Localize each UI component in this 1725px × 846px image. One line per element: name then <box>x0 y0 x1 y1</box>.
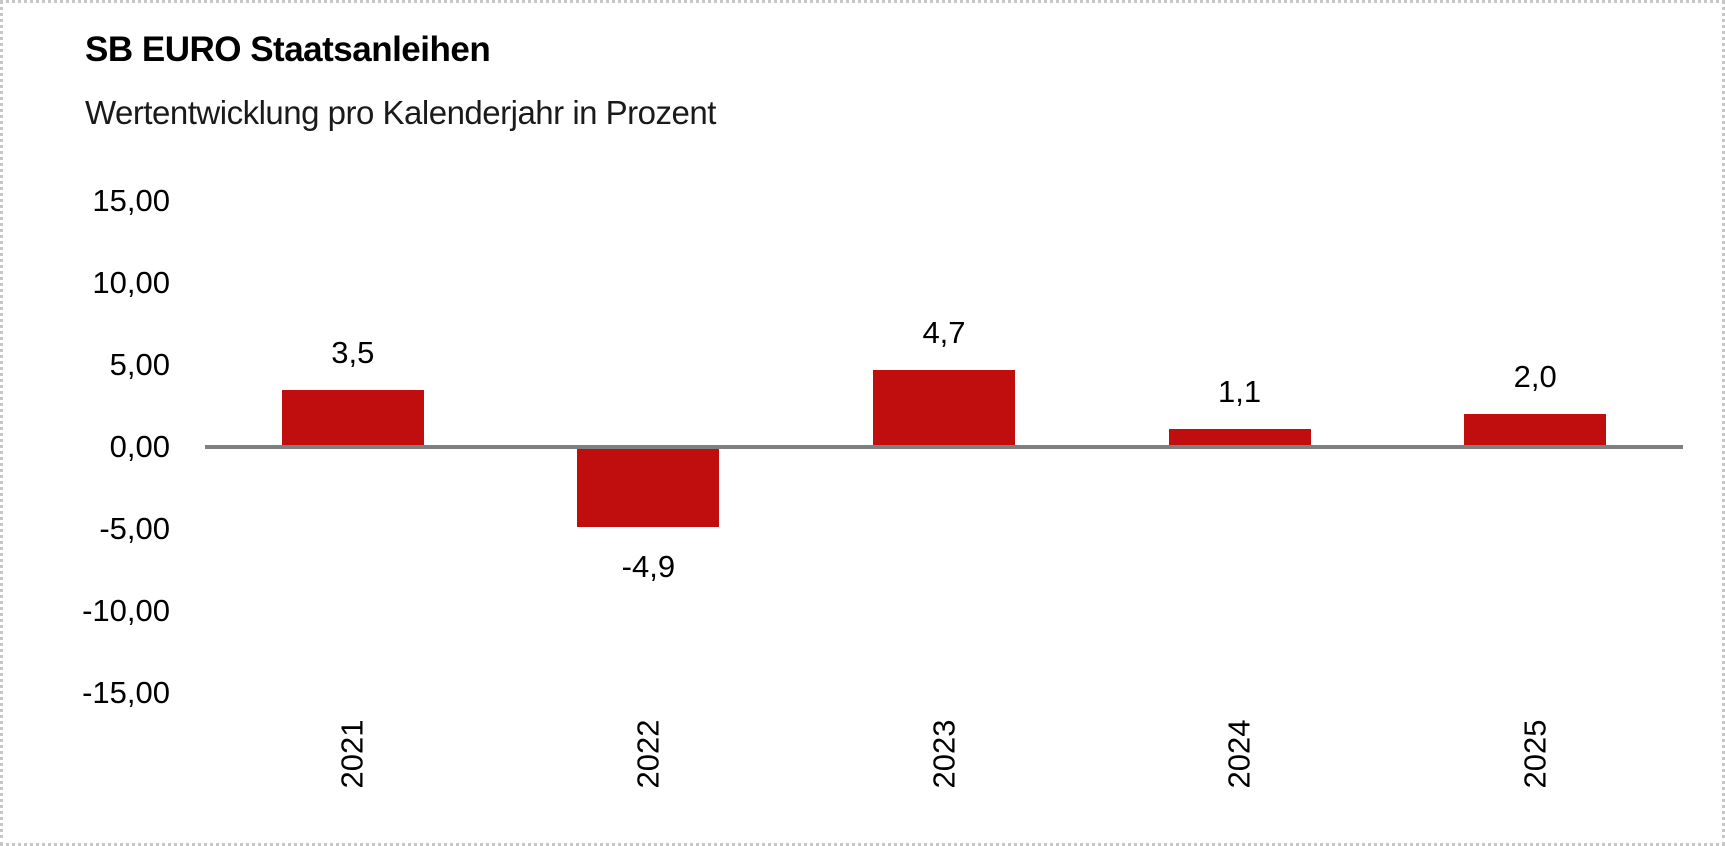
y-axis-tick-label: 5,00 <box>109 347 170 382</box>
bar-2023 <box>873 369 1015 447</box>
chart-subtitle: Wertentwicklung pro Kalenderjahr in Proz… <box>85 94 716 131</box>
bar-value-label: 4,7 <box>922 314 966 350</box>
y-axis-tick-label: 10,00 <box>92 265 170 300</box>
bar-value-label: 1,1 <box>1218 373 1262 409</box>
y-axis-tick-label: -5,00 <box>99 511 170 546</box>
x-axis-year-label-box: 2021 <box>293 699 413 809</box>
bar-2022 <box>577 447 720 528</box>
x-axis-year-label: 2023 <box>926 719 961 789</box>
x-axis-year-label-box: 2022 <box>588 699 708 809</box>
bar-value-label: 3,5 <box>331 334 375 370</box>
x-axis-year-label: 2022 <box>630 719 666 789</box>
bar-2024 <box>1168 428 1311 447</box>
bar-value-label: 2,0 <box>1513 359 1557 395</box>
y-axis-tick-label: 0,00 <box>109 429 170 464</box>
y-axis-tick-label: 15,00 <box>92 183 170 218</box>
x-axis-year-label-box: 2024 <box>1180 699 1300 809</box>
bar-2025 <box>1464 414 1607 447</box>
x-axis-year-label-box: 2023 <box>884 699 1004 809</box>
x-axis-year-label: 2021 <box>334 719 370 789</box>
chart-title: SB EURO Staatsanleihen <box>85 30 491 69</box>
x-axis-zero-line <box>205 445 1683 449</box>
bar-value-label: -4,9 <box>621 549 676 585</box>
x-axis-year-label: 2024 <box>1221 719 1257 789</box>
x-axis-year-label-box: 2025 <box>1475 699 1595 809</box>
y-axis-tick-label: -10,00 <box>82 593 170 628</box>
y-axis-tick-label: -15,00 <box>82 675 170 710</box>
x-axis-year-label: 2025 <box>1517 719 1553 789</box>
bar-2021 <box>281 389 424 447</box>
bar-chart-plot-area: 15,00 10,00 5,00 0,00 -5,00 -10,00 -15,00 3,5 20… <box>3 3 1722 843</box>
